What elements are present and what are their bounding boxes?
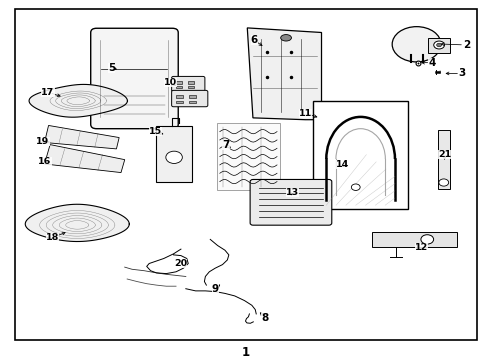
- Text: 8: 8: [261, 312, 268, 323]
- Text: 15: 15: [149, 127, 162, 136]
- FancyBboxPatch shape: [171, 90, 207, 107]
- Text: 13: 13: [285, 188, 298, 197]
- Text: 9: 9: [211, 284, 218, 294]
- Ellipse shape: [165, 151, 182, 163]
- FancyBboxPatch shape: [171, 76, 204, 91]
- Text: 19: 19: [36, 137, 50, 146]
- FancyBboxPatch shape: [249, 179, 331, 225]
- Text: 1: 1: [242, 346, 249, 359]
- Text: 12: 12: [414, 243, 427, 252]
- Text: 11: 11: [298, 109, 312, 118]
- Circle shape: [350, 184, 359, 190]
- Text: 17: 17: [41, 88, 55, 97]
- Bar: [427, 38, 449, 53]
- Ellipse shape: [280, 35, 291, 41]
- Text: 5: 5: [108, 63, 115, 73]
- Bar: [176, 86, 182, 88]
- Polygon shape: [44, 126, 119, 149]
- Bar: [216, 123, 280, 190]
- Text: 18: 18: [46, 233, 60, 242]
- Circle shape: [438, 179, 447, 186]
- Bar: [312, 101, 407, 209]
- Bar: [189, 100, 196, 103]
- Bar: [187, 86, 194, 88]
- Text: 7: 7: [222, 140, 229, 150]
- Bar: [176, 95, 183, 98]
- Bar: [189, 95, 196, 98]
- Text: 2: 2: [463, 40, 469, 50]
- Text: 21: 21: [437, 150, 451, 158]
- Bar: [187, 81, 194, 84]
- Bar: [155, 126, 192, 182]
- Bar: [371, 232, 456, 247]
- Polygon shape: [247, 28, 321, 120]
- Bar: [437, 130, 449, 189]
- Circle shape: [436, 43, 441, 47]
- Polygon shape: [29, 84, 127, 117]
- Text: 3: 3: [458, 68, 465, 78]
- Ellipse shape: [391, 27, 440, 62]
- Text: 10: 10: [163, 78, 176, 87]
- Circle shape: [433, 41, 444, 49]
- Text: 6: 6: [250, 35, 257, 45]
- Circle shape: [420, 235, 433, 244]
- Text: 14: 14: [335, 161, 348, 169]
- Text: 20: 20: [174, 259, 187, 268]
- Bar: [176, 100, 183, 103]
- Polygon shape: [25, 204, 129, 242]
- Bar: [176, 81, 182, 84]
- FancyBboxPatch shape: [91, 28, 178, 129]
- Polygon shape: [44, 145, 124, 172]
- Text: 4: 4: [427, 58, 435, 68]
- Text: 16: 16: [38, 157, 52, 166]
